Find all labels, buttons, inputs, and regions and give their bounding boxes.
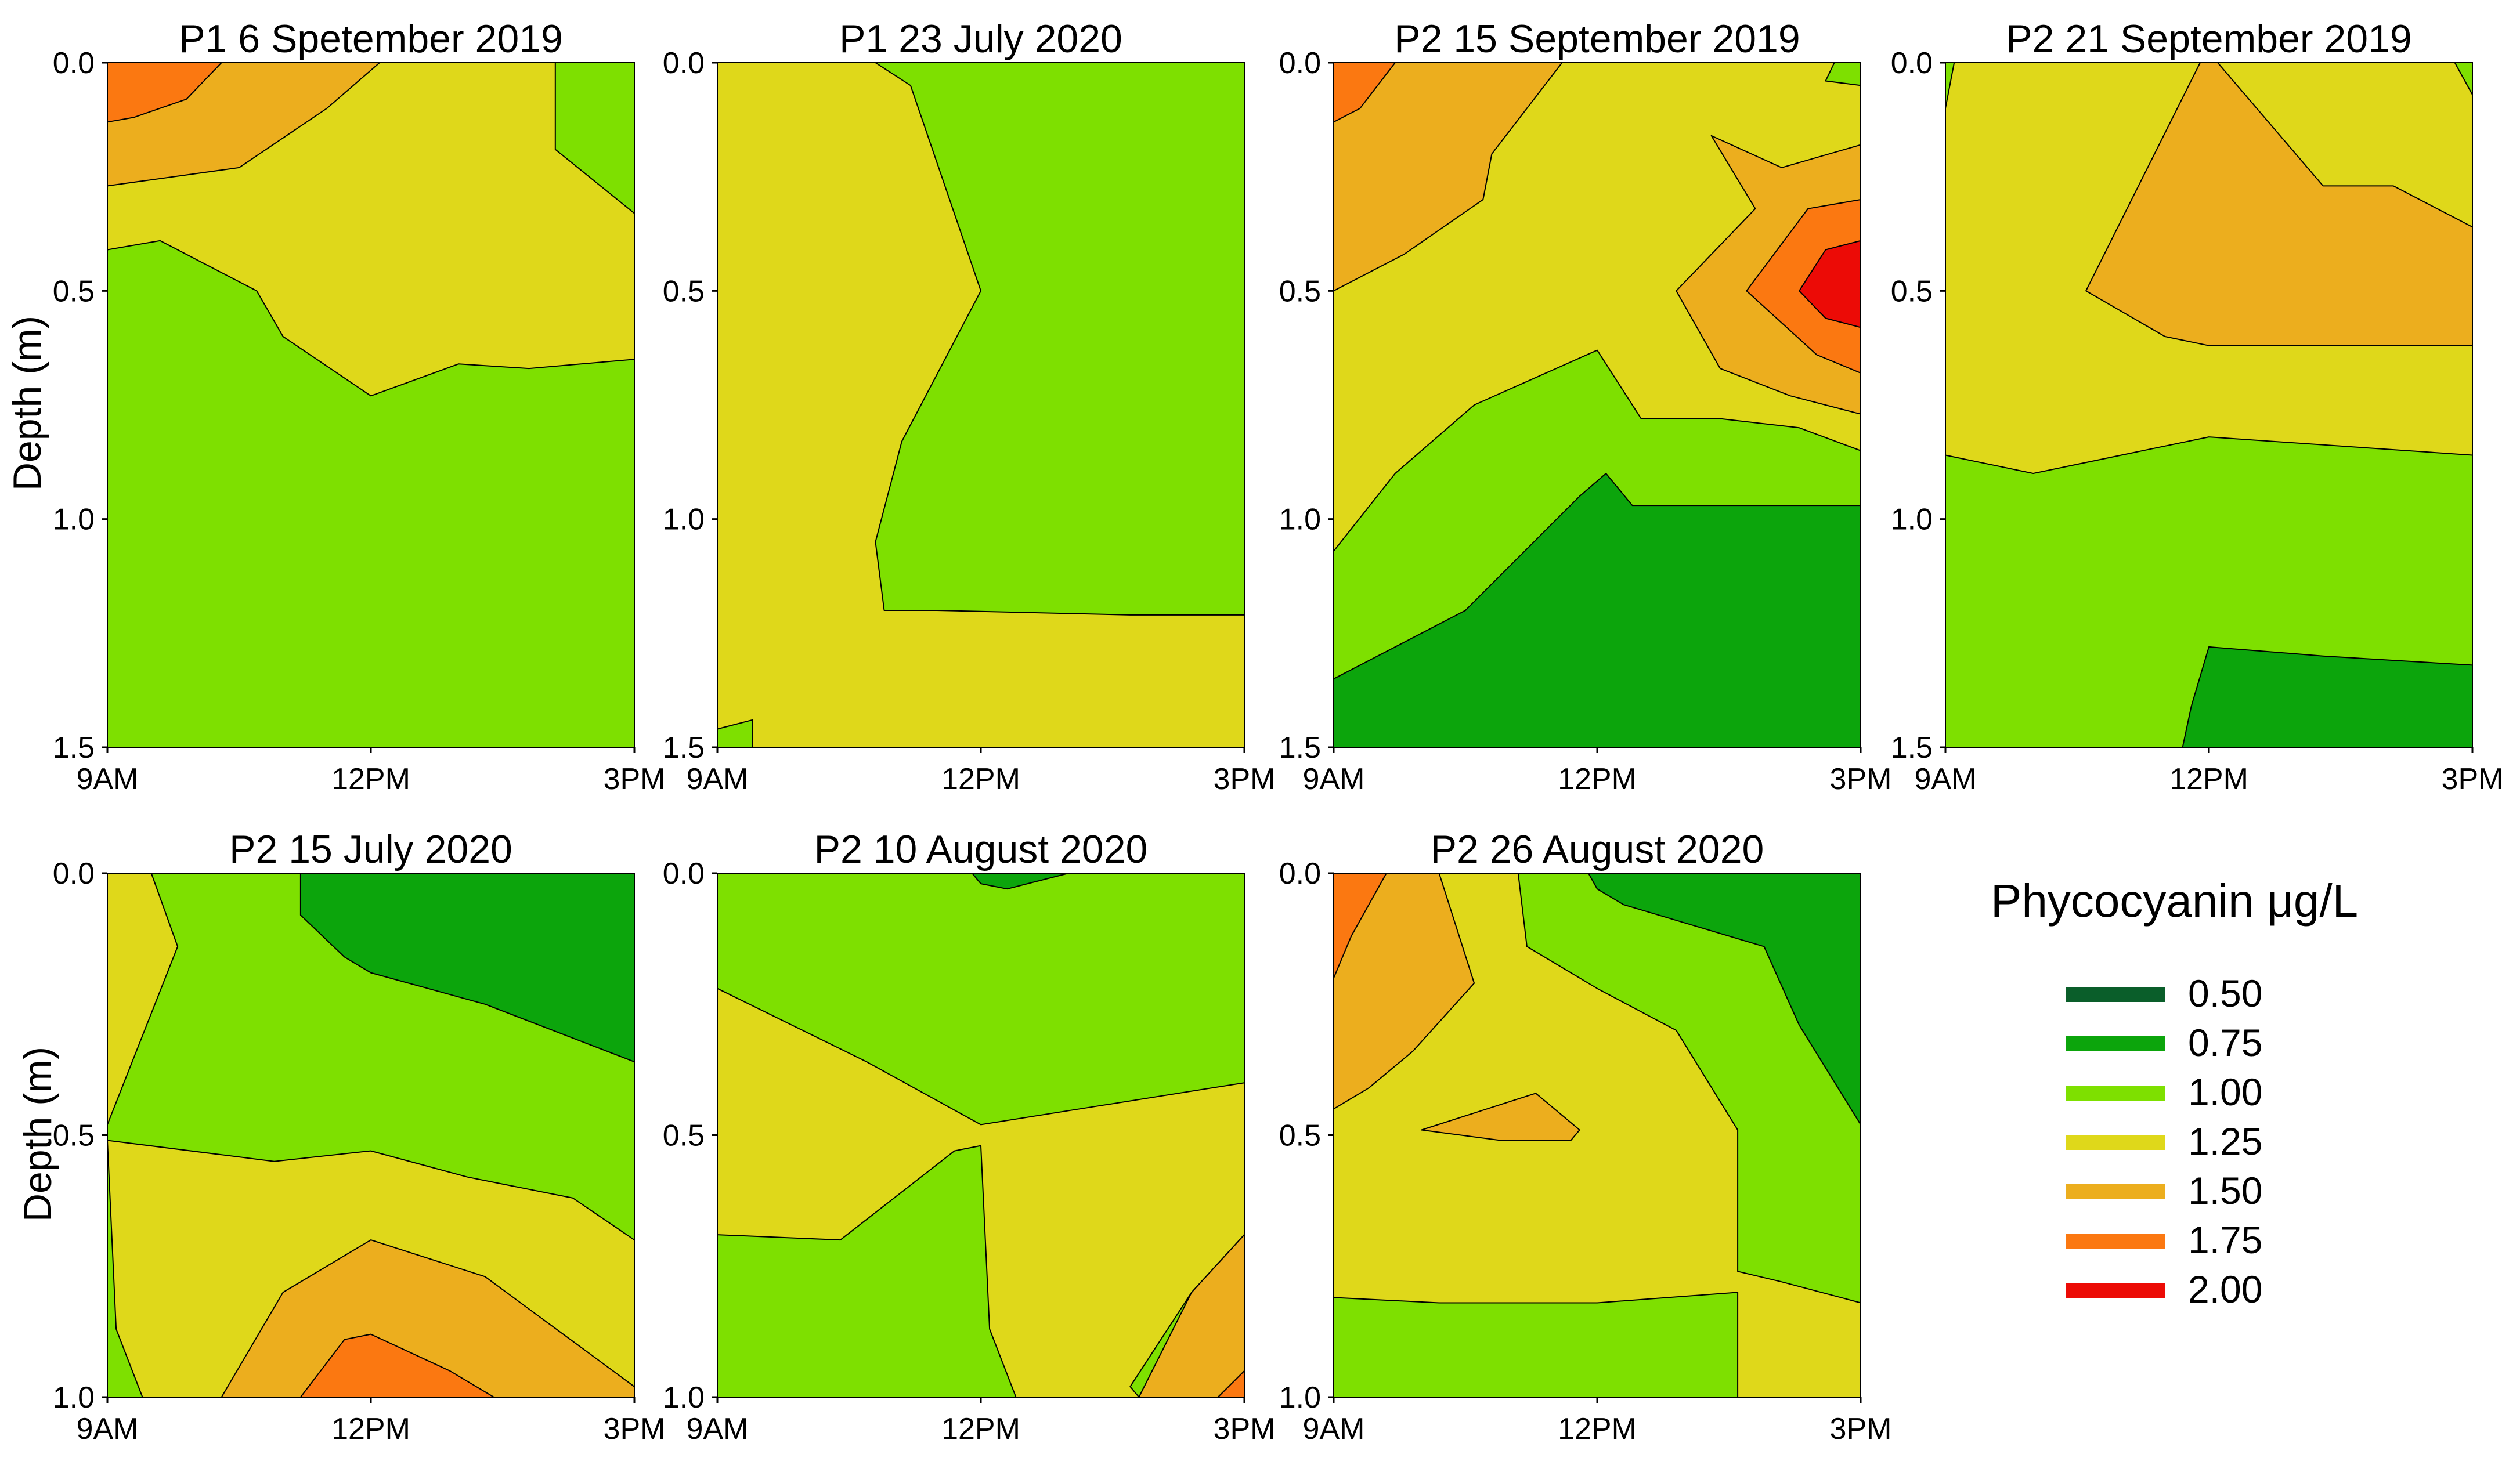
x-tick-label: 9AM — [1303, 1412, 1365, 1446]
y-tick-label: 0.5 — [1279, 274, 1321, 308]
panel-title: P2 15 September 2019 — [1394, 17, 1800, 61]
y-tick-label: 1.0 — [53, 503, 95, 537]
y-tick-label: 0.0 — [663, 857, 705, 891]
x-tick-label: 3PM — [1214, 762, 1276, 796]
panel-title: P2 21 September 2019 — [2006, 17, 2411, 61]
x-tick-label: 9AM — [77, 1412, 139, 1446]
legend-title: Phycocyanin μg/L — [1991, 875, 2358, 927]
x-tick-label: 3PM — [1214, 1412, 1276, 1446]
panel-title: P2 15 July 2020 — [229, 827, 512, 871]
y-tick-label: 0.5 — [1891, 274, 1933, 308]
legend-label: 1.50 — [2188, 1169, 2262, 1212]
y-tick-label: 0.0 — [663, 46, 705, 80]
y-axis-label-top: Depth (m) — [5, 316, 49, 491]
x-tick-label: 9AM — [687, 762, 749, 796]
x-tick-label: 9AM — [687, 1412, 749, 1446]
legend-label: 1.75 — [2188, 1218, 2262, 1261]
x-tick-label: 12PM — [1558, 1412, 1637, 1446]
x-tick-label: 12PM — [331, 762, 410, 796]
panel-title: P2 26 August 2020 — [1431, 827, 1764, 871]
y-tick-label: 0.5 — [663, 274, 705, 308]
panel-title: P1 23 July 2020 — [839, 17, 1122, 61]
legend-label: 0.75 — [2188, 1021, 2262, 1064]
x-tick-label: 9AM — [77, 762, 139, 796]
y-tick-label: 0.5 — [1279, 1119, 1321, 1153]
x-tick-label: 12PM — [331, 1412, 410, 1446]
legend-swatch — [2066, 1234, 2165, 1249]
x-tick-label: 12PM — [941, 762, 1020, 796]
y-axis-label-bottom: Depth (m) — [16, 1047, 60, 1222]
legend-label: 2.00 — [2188, 1268, 2262, 1311]
y-tick-label: 1.5 — [1891, 731, 1933, 765]
y-tick-label: 0.5 — [53, 1119, 95, 1153]
legend-swatch — [2066, 1283, 2165, 1298]
y-tick-label: 0.0 — [1891, 46, 1933, 80]
panel-title: P1 6 Spetember 2019 — [179, 17, 563, 61]
x-tick-label: 3PM — [2442, 762, 2504, 796]
panel-title: P2 10 August 2020 — [814, 827, 1148, 871]
legend-entries: 0.50 0.75 1.00 1.25 1.50 1.75 2.00 — [2066, 972, 2262, 1311]
x-tick-label: 3PM — [1830, 762, 1892, 796]
x-tick-label: 3PM — [1830, 1412, 1892, 1446]
y-tick-label: 0.0 — [53, 857, 95, 891]
x-tick-label: 9AM — [1915, 762, 1977, 796]
y-tick-label: 1.0 — [1279, 503, 1321, 537]
legend-swatch — [2066, 1086, 2165, 1101]
x-tick-label: 12PM — [2169, 762, 2248, 796]
legend: Phycocyanin μg/L 0.50 0.75 1.00 1.25 1.50 1.7… — [1991, 875, 2358, 1311]
y-tick-label: 1.0 — [663, 503, 705, 537]
y-tick-label: 0.0 — [53, 46, 95, 80]
y-tick-label: 1.0 — [53, 1381, 95, 1415]
contour-region-1_25 — [1333, 873, 1861, 1398]
x-tick-label: 9AM — [1303, 762, 1365, 796]
x-tick-label: 3PM — [604, 1412, 666, 1446]
y-tick-label: 1.0 — [663, 1381, 705, 1415]
legend-label: 1.00 — [2188, 1070, 2262, 1113]
legend-swatch — [2066, 1135, 2165, 1150]
contour-region-0_75 — [2182, 646, 2473, 748]
y-tick-label: 0.5 — [53, 274, 95, 308]
y-tick-label: 1.5 — [53, 731, 95, 765]
y-tick-label: 1.0 — [1891, 503, 1933, 537]
legend-label: 0.50 — [2188, 972, 2262, 1015]
y-tick-label: 0.5 — [663, 1119, 705, 1153]
y-tick-label: 1.5 — [663, 731, 705, 765]
legend-swatch — [2066, 987, 2165, 1002]
y-tick-label: 1.0 — [1279, 1381, 1321, 1415]
y-tick-label: 0.0 — [1279, 857, 1321, 891]
y-tick-label: 1.5 — [1279, 731, 1321, 765]
legend-label: 1.25 — [2188, 1120, 2262, 1163]
contour-region-1_5 — [1421, 1093, 1580, 1141]
y-tick-label: 0.0 — [1279, 46, 1321, 80]
legend-swatch — [2066, 1036, 2165, 1051]
legend-swatch — [2066, 1184, 2165, 1199]
x-tick-label: 3PM — [604, 762, 666, 796]
x-tick-label: 12PM — [1558, 762, 1637, 796]
x-tick-label: 12PM — [941, 1412, 1020, 1446]
